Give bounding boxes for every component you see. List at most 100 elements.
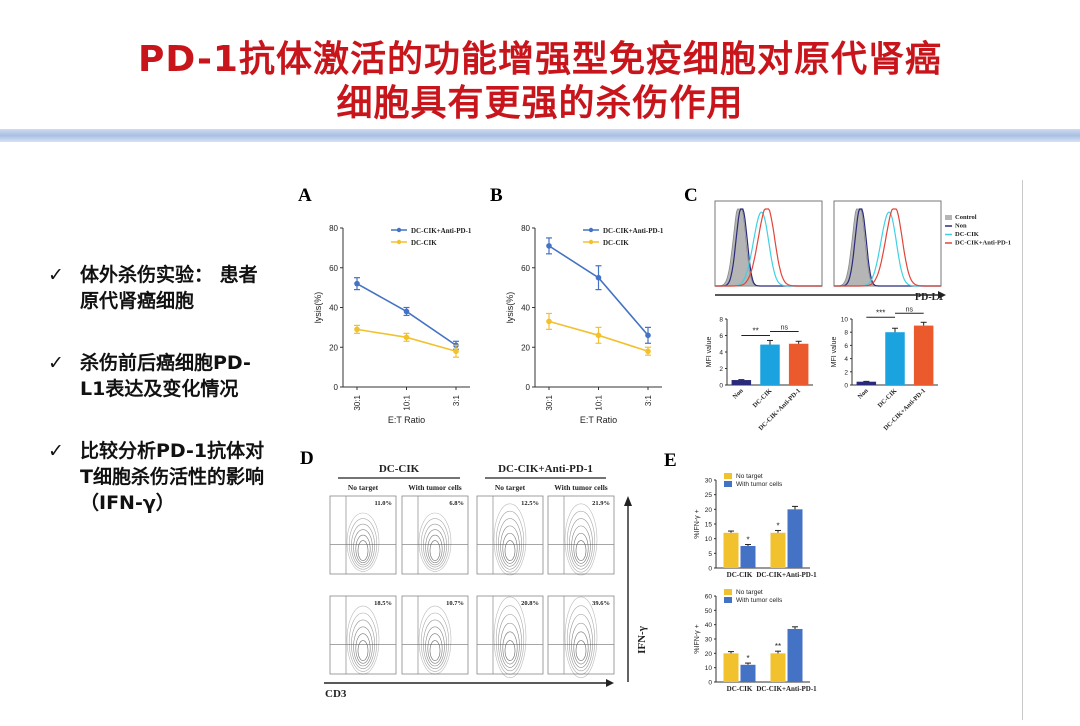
flow-group-label: DC-CIK+Anti-PD-1 (498, 463, 593, 475)
y-tick-label: 30 (705, 637, 713, 644)
bar (740, 664, 756, 682)
flow-contour (564, 596, 598, 678)
flow-contour (495, 510, 525, 573)
bullet-item-2: ✓ 杀伤前后癌细胞PD- L1表达及变化情况 (48, 350, 298, 402)
flow-contour (498, 518, 522, 570)
y-axis-label: %IFN-γ + (694, 509, 701, 538)
flow-contour (346, 512, 380, 572)
legend-label: DC-CIK (411, 239, 437, 247)
flow-column-label: With tumor cells (554, 483, 608, 492)
flow-contour (425, 529, 445, 566)
flow-contour (423, 523, 447, 568)
flow-plot-frame (476, 595, 544, 675)
slide-title-line-2: 细胞具有更强的杀伤作用 (336, 83, 744, 124)
flow-contour (353, 529, 373, 566)
legend-marker (588, 227, 594, 233)
bar (856, 381, 877, 385)
flow-percentage: 12.5% (521, 500, 539, 507)
x-tick-label: DC-CIK+Anti-PD-1 (756, 685, 817, 693)
flow-contour (351, 619, 375, 669)
flow-contour (573, 532, 589, 564)
data-point (645, 332, 651, 339)
flow-percentage: 11.0% (374, 500, 392, 507)
flow-percentage: 6.8% (449, 500, 464, 507)
flow-contour (566, 510, 596, 573)
flow-contour (495, 605, 525, 675)
flow-contour (425, 626, 445, 667)
y-tick-label: 8 (719, 317, 723, 324)
flow-contour (420, 612, 450, 672)
flow-contour (418, 605, 452, 675)
flow-contour (569, 518, 593, 570)
significance-mark: * (776, 521, 779, 530)
y-tick-label: 0 (708, 680, 712, 687)
ifn-axis-arrow (624, 496, 632, 506)
flow-contour (500, 622, 520, 668)
x-axis-label: E:T Ratio (580, 415, 617, 425)
ifn-axis-label: IFN-γ (636, 626, 648, 654)
legend-swatch (724, 589, 732, 595)
y-tick-label: 20 (329, 343, 338, 352)
legend-label: DC-CIK+Anti-PD-1 (411, 227, 472, 235)
bar (770, 532, 786, 568)
flow-contour (420, 518, 450, 570)
legend-marker (396, 227, 402, 233)
y-tick-label: 8 (844, 330, 848, 337)
bullet-text-line: T细胞杀伤活性的影响 (80, 466, 264, 488)
y-axis-label: lysis(%) (313, 292, 323, 324)
data-point (453, 348, 459, 355)
flow-plot-frame (401, 595, 469, 675)
y-tick-label: 4 (719, 350, 723, 357)
legend-label: DC-CIK+Anti-PD-1 (955, 240, 1011, 247)
flow-contour (353, 626, 373, 667)
flow-contour (571, 525, 591, 567)
flow-contour (502, 532, 518, 564)
panel-label-b: B (490, 185, 503, 206)
bar (788, 343, 809, 385)
legend-label: With tumor cells (736, 597, 783, 604)
y-tick-label: 40 (329, 304, 338, 313)
panel-label-c: C (684, 185, 698, 206)
y-tick-label: 20 (705, 651, 713, 658)
significance-mark: *** (876, 308, 885, 317)
flow-contour (351, 523, 375, 568)
flow-percentage: 18.5% (374, 600, 392, 607)
panel-label-e: E (664, 450, 677, 471)
flow-contour (355, 633, 371, 664)
data-point (354, 280, 360, 287)
legend-label: No target (736, 473, 763, 480)
flow-contour (571, 622, 591, 668)
flow-contour (566, 605, 596, 675)
y-tick-label: 20 (521, 343, 530, 352)
x-tick-label: DC-CIK (877, 387, 899, 409)
bullet-text-line: （IFN-γ） (80, 492, 175, 514)
flow-contour (504, 540, 516, 561)
flow-contour (348, 518, 378, 570)
y-tick-label: 2 (719, 366, 723, 373)
panel-label-a: A (298, 185, 312, 206)
y-tick-label: 15 (705, 522, 713, 529)
flow-contour (500, 525, 520, 567)
cd3-axis-label: CD3 (325, 688, 347, 700)
bar (723, 653, 739, 682)
flow-contour (429, 640, 441, 661)
flow-contour (573, 631, 589, 665)
y-tick-label: 0 (708, 566, 712, 573)
x-tick-label: DC-CIK (727, 571, 753, 579)
legend-label: DC-CIK (955, 231, 979, 238)
data-point (354, 326, 360, 333)
legend-label: No target (736, 589, 763, 596)
y-tick-label: 25 (705, 492, 713, 499)
legend-marker (396, 239, 402, 245)
check-icon: ✓ (48, 352, 64, 374)
x-tick-label: 30:1 (353, 394, 362, 410)
x-tick-label: Non (857, 387, 870, 400)
y-tick-label: 0 (334, 383, 339, 392)
x-tick-label: 3:1 (452, 394, 461, 406)
x-tick-label: 3:1 (644, 394, 653, 406)
flow-contour (575, 640, 587, 661)
flow-contour (493, 596, 527, 678)
data-point (546, 318, 552, 325)
y-tick-label: 0 (844, 383, 848, 390)
